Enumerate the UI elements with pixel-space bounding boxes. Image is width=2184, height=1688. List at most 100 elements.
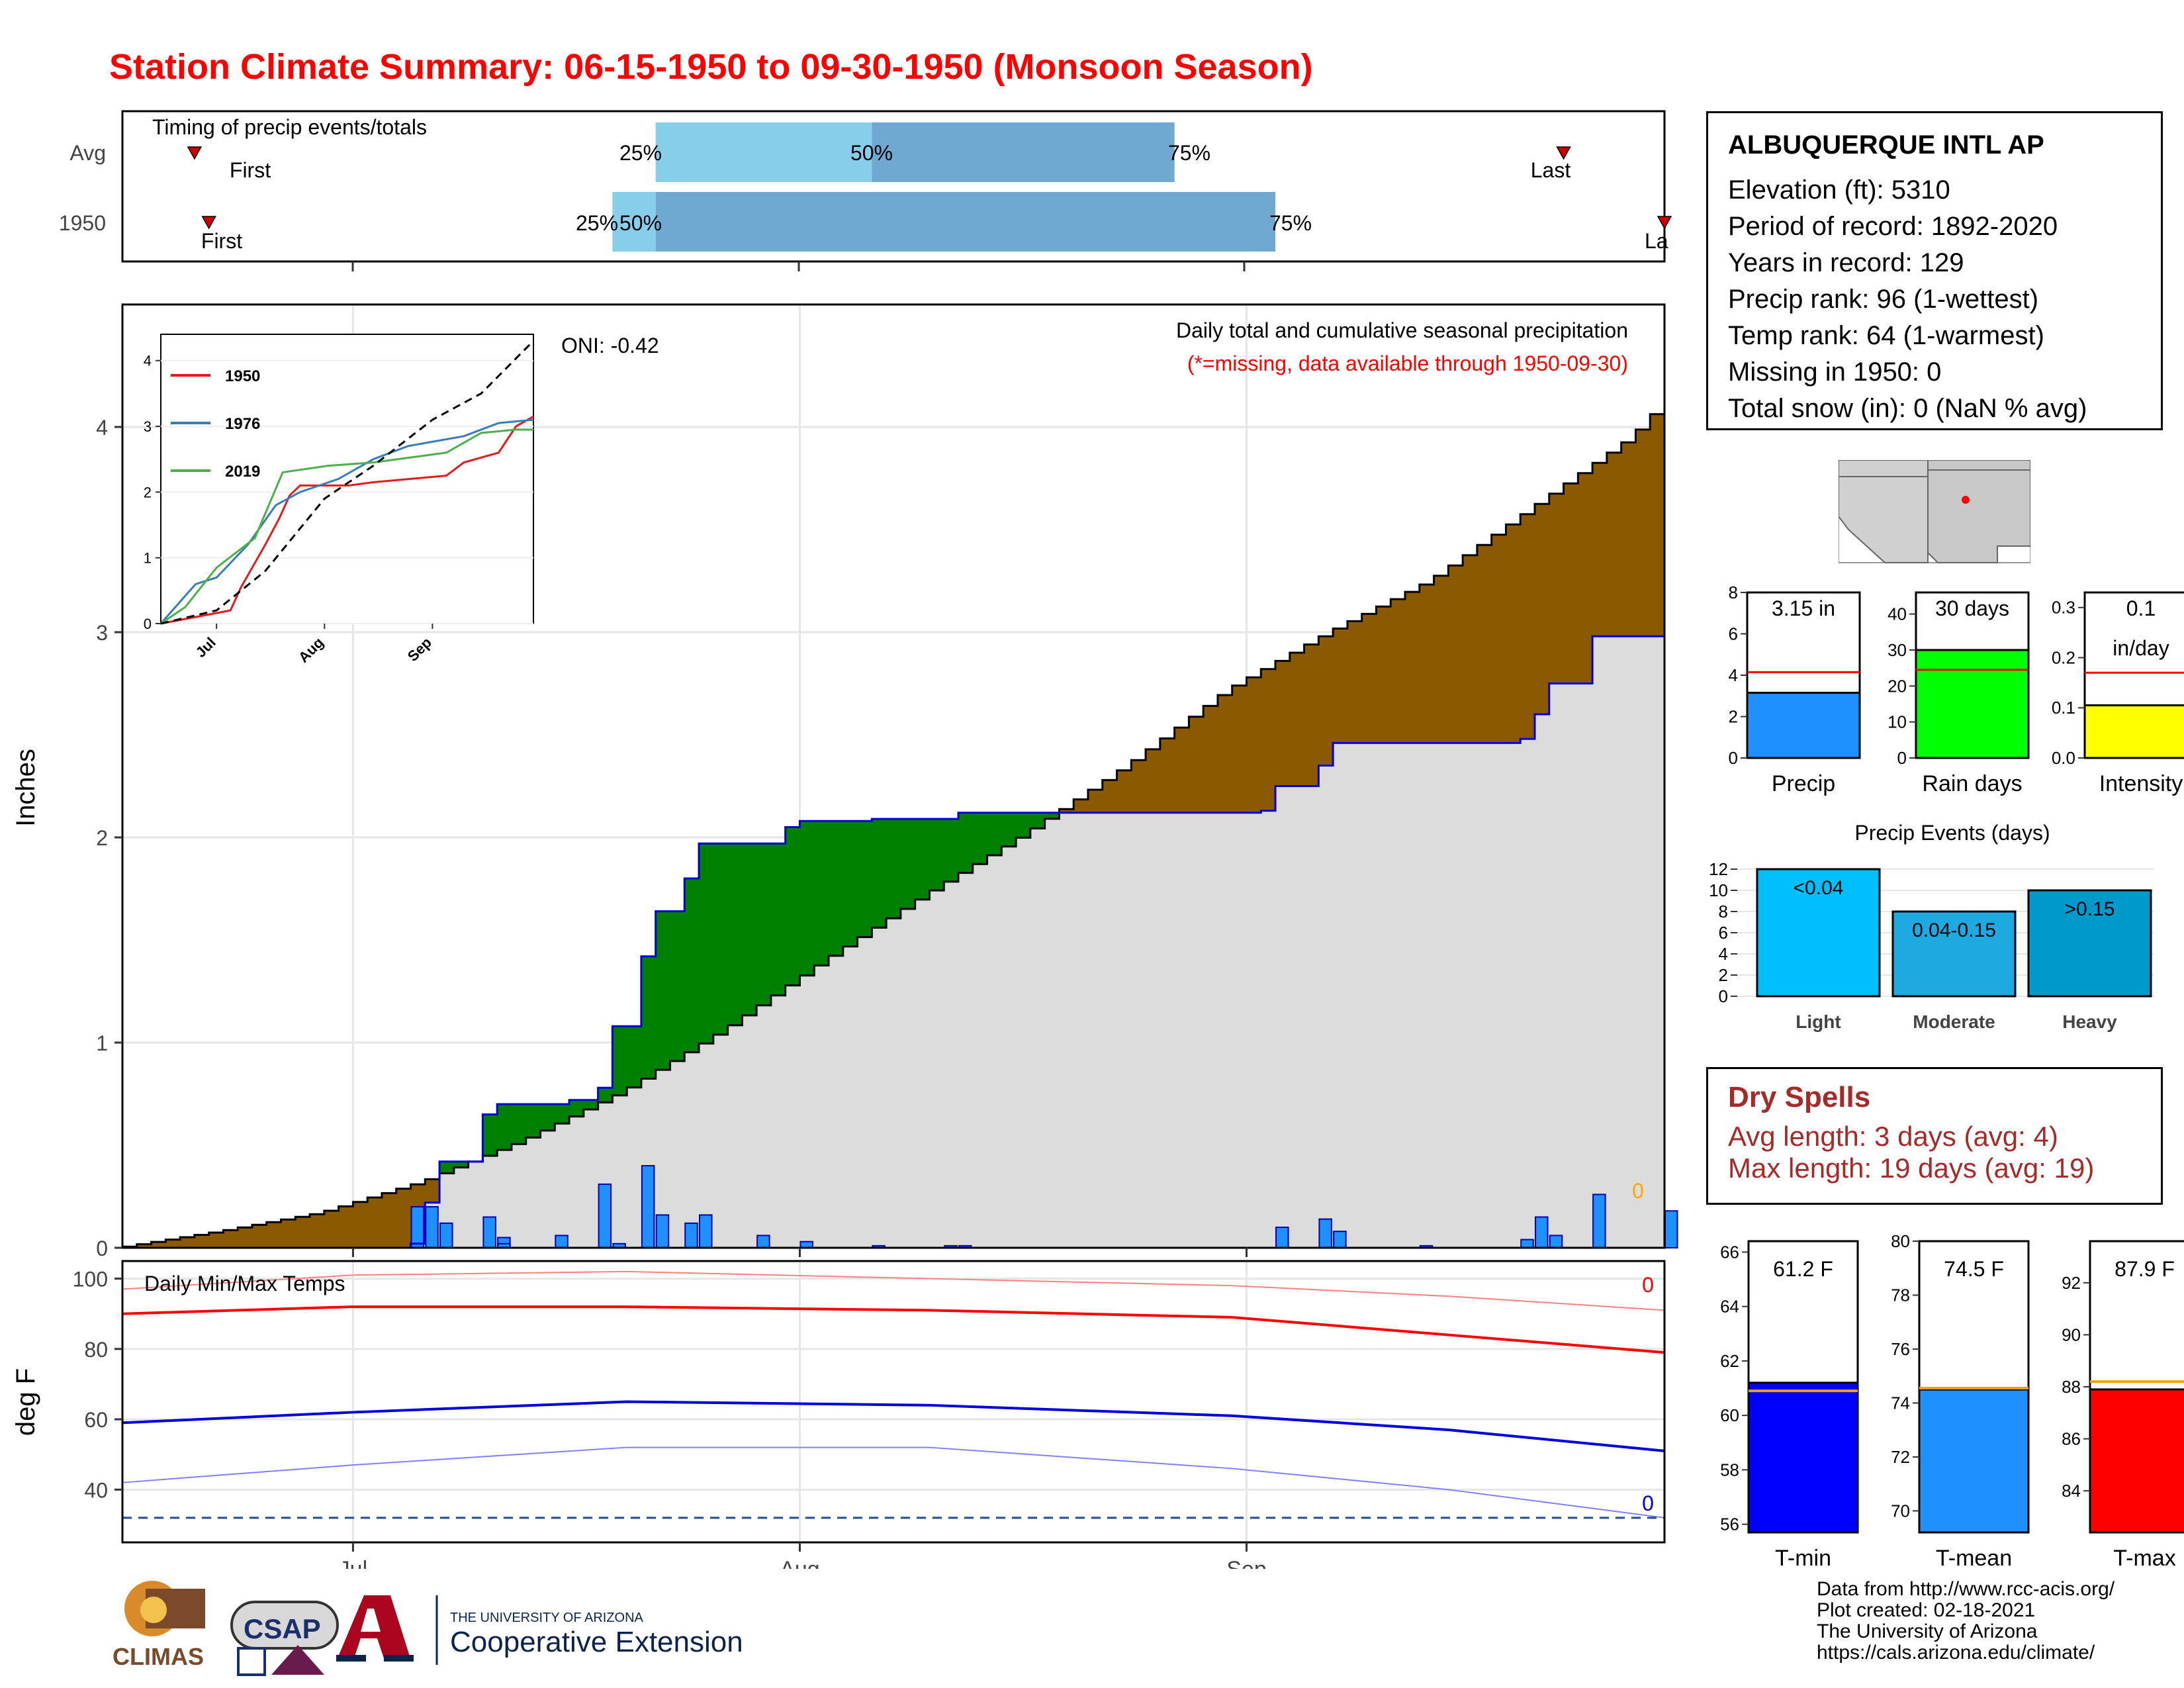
tempbar-value-label: 74.5 F [1944, 1257, 2004, 1281]
cumulative-fill [886, 918, 901, 1248]
main-header: Daily total and cumulative seasonal prec… [1176, 318, 1628, 342]
page-title: Station Climate Summary: 06-15-1950 to 0… [109, 47, 1313, 87]
cumulative-fill [1635, 636, 1651, 1248]
cumulative-fill [1563, 683, 1578, 1248]
cumulative-fill [1477, 743, 1492, 1248]
svg-text:THE UNIVERSITY OF ARIZONA: THE UNIVERSITY OF ARIZONA [450, 1611, 644, 1625]
daily-precip-bar [1592, 1194, 1606, 1249]
daily-precip-bar [439, 1222, 453, 1249]
inset-ytick-label: 0 [144, 616, 152, 632]
cumulative-fill [1203, 812, 1218, 1248]
timing-last-marker-Avg [1556, 146, 1571, 160]
tempbar-ytick-label: 90 [2062, 1325, 2081, 1344]
temp-missing-min: 0 [1642, 1491, 1654, 1515]
missing-precip-count: 0 [1632, 1179, 1644, 1203]
svg-text:CSAP: CSAP [244, 1613, 321, 1644]
cumulative-fill [1621, 636, 1636, 1248]
credit-data-source: Data from http://www.rcc-acis.org/ [1817, 1578, 2115, 1600]
below-average-fill [194, 1235, 210, 1248]
above-average-fill [842, 821, 858, 947]
below-average-fill [1333, 628, 1348, 743]
daily-precip-bar [756, 1235, 770, 1249]
below-average-fill [1563, 483, 1578, 684]
summary-category-label: Rain days [1922, 771, 2022, 796]
cumulative-fill [1549, 683, 1565, 1248]
y1950-p75-label: 75% [1269, 211, 1312, 235]
below-average-fill [1520, 514, 1535, 739]
summary-ytick-label: 10 [1888, 712, 1907, 732]
cumulative-fill [713, 1035, 729, 1248]
summary-ytick-label: 2 [1729, 707, 1738, 727]
events-ytick-label: 12 [1709, 859, 1728, 879]
below-average-fill [1405, 592, 1420, 743]
temp-xtick-label: Sep [1226, 1557, 1267, 1569]
below-average-fill [1535, 504, 1550, 714]
below-average-fill [165, 1239, 181, 1248]
daily-precip-bar [598, 1183, 612, 1249]
summary-ytick-label: 0.0 [2052, 748, 2075, 768]
below-average-fill [151, 1242, 166, 1248]
timing-iqr-high-Avg [872, 122, 1175, 182]
y1950-last-label: La [1645, 229, 1668, 253]
temp-line-avg-max [122, 1305, 1665, 1354]
above-average-fill [756, 843, 772, 1006]
cumulative-fill [929, 890, 944, 1248]
temp-ylabel: deg F [11, 1368, 40, 1436]
cumulative-fill [555, 1123, 570, 1248]
above-average-fill [727, 843, 743, 1025]
tempbar-ytick-label: 72 [1891, 1447, 1910, 1467]
station-temp-rank: Temp rank: 64 (1-warmest) [1728, 321, 2044, 350]
inset-legend-label: 2019 [225, 463, 260, 481]
avg-p75-label: 75% [1168, 141, 1210, 165]
tempbar-t-min [1747, 1382, 1859, 1534]
cumulative-fill [857, 937, 872, 1248]
events-ytick-label: 6 [1719, 923, 1728, 943]
above-average-fill [670, 911, 685, 1061]
below-average-fill [1131, 760, 1146, 813]
cumulative-fill [1073, 812, 1089, 1248]
below-average-fill [367, 1197, 383, 1248]
daily-precip-bar [1520, 1239, 1534, 1248]
cumulative-fill [1361, 743, 1377, 1248]
cumulative-fill [1606, 636, 1622, 1248]
timing-iqr-high-1950 [655, 192, 1276, 252]
temp-ytick-label: 80 [84, 1338, 108, 1362]
events-ytick-label: 10 [1709, 880, 1728, 900]
station-precip-rank: Precip rank: 96 (1-wettest) [1728, 285, 2039, 314]
temp-line-record-max [122, 1270, 1665, 1311]
above-average-fill [944, 819, 959, 882]
above-average-fill [1001, 812, 1017, 847]
cumulative-fill [987, 855, 1002, 1248]
timing-last-marker-1950 [1657, 216, 1672, 230]
below-average-fill [1592, 463, 1608, 637]
above-average-fill [713, 843, 729, 1035]
above-average-fill [972, 812, 988, 865]
tempbar-value-label: 87.9 F [2115, 1257, 2175, 1281]
cumulative-fill [1650, 636, 1665, 1248]
events-bar-label: <0.04 [1794, 877, 1844, 899]
below-average-fill [1463, 555, 1478, 743]
cumulative-fill [1592, 636, 1608, 1248]
cumulative-fill [1275, 786, 1291, 1248]
below-average-fill [1621, 442, 1636, 637]
cumulative-fill [1232, 812, 1248, 1248]
timing-chart: Timing of precip events/totals Avg 1950 … [59, 110, 1672, 271]
above-average-fill [742, 843, 757, 1015]
summary-ytick-label: 0.2 [2052, 647, 2075, 667]
tempbar-category-label: T-max [2113, 1546, 2175, 1571]
station-location-dot [1962, 496, 1970, 504]
timing-iqr-low-1950 [612, 192, 656, 252]
station-missing: Missing in 1950: 0 [1728, 357, 1942, 387]
above-average-fill [612, 1026, 627, 1096]
y1950-p25-label: 25% [576, 211, 618, 235]
inset-line-average [160, 340, 535, 625]
locator-map [1839, 460, 2030, 563]
below-average-fill [251, 1225, 267, 1248]
tempbar-ytick-label: 70 [1891, 1501, 1910, 1521]
below-average-fill [1232, 685, 1248, 813]
inset-legend-label: 1976 [225, 415, 260, 433]
main-ytick-label: 2 [96, 826, 108, 850]
above-average-fill [886, 819, 901, 919]
cumulative-fill [1419, 743, 1435, 1248]
below-average-fill [1275, 661, 1291, 786]
